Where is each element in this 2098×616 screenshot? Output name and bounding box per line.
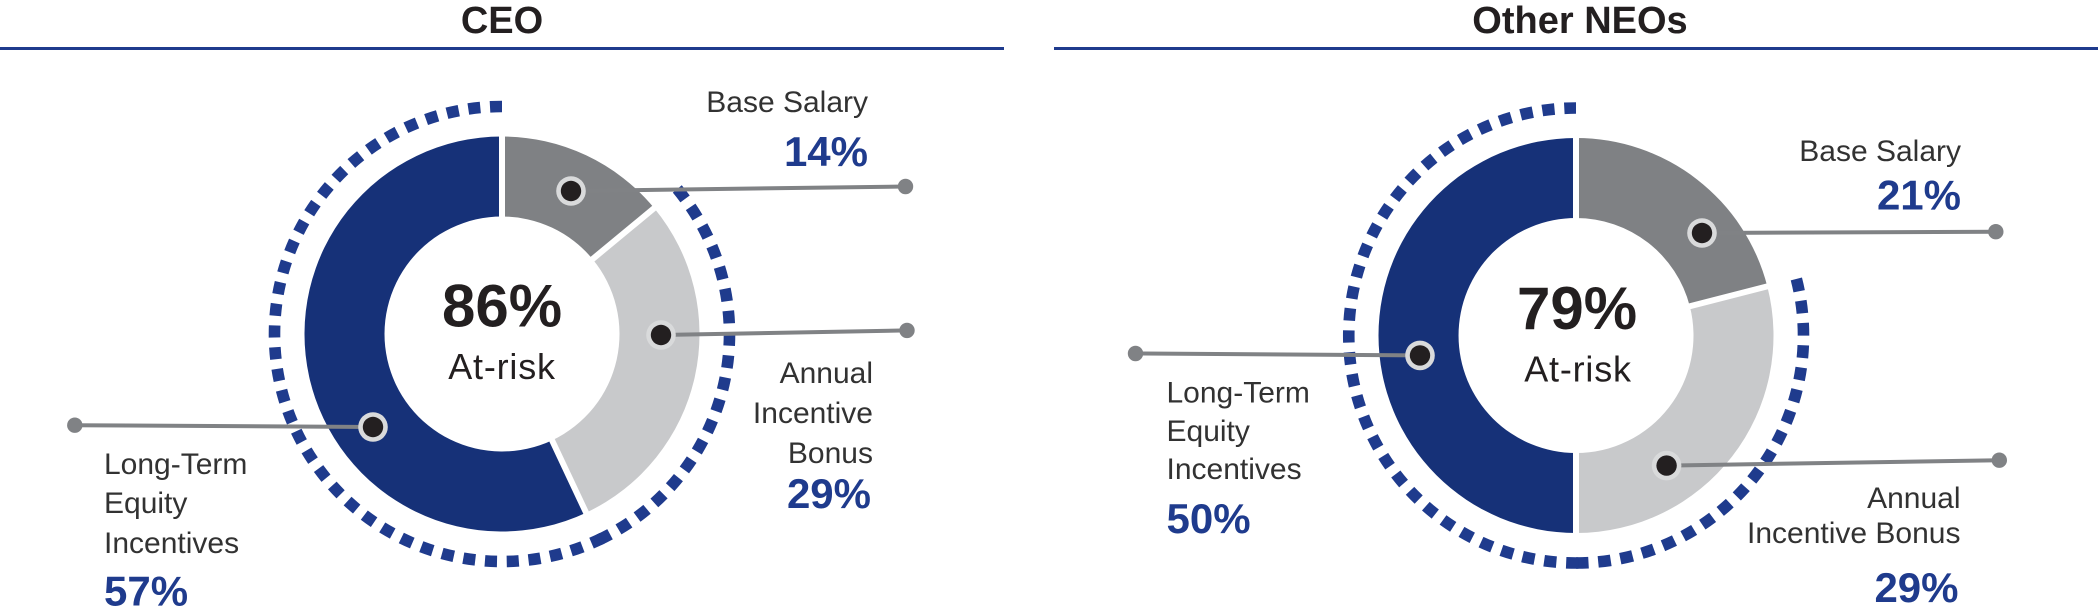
svg-text:Incentive: Incentive [753, 397, 873, 430]
svg-text:79%: 79% [1517, 275, 1637, 342]
svg-text:At-risk: At-risk [1524, 349, 1632, 390]
svg-text:29%: 29% [1874, 564, 1958, 611]
svg-text:Incentive Bonus: Incentive Bonus [1747, 517, 1960, 550]
svg-text:57%: 57% [104, 568, 188, 615]
svg-text:Base Salary: Base Salary [706, 86, 868, 119]
svg-text:14%: 14% [784, 128, 868, 175]
svg-text:Other NEOs: Other NEOs [1472, 0, 1687, 42]
svg-text:CEO: CEO [461, 0, 543, 42]
svg-text:21%: 21% [1877, 172, 1961, 219]
svg-text:Base Salary: Base Salary [1799, 135, 1961, 168]
svg-text:At-risk: At-risk [448, 346, 556, 387]
svg-text:Incentives: Incentives [1167, 453, 1302, 486]
svg-text:Bonus: Bonus [788, 437, 873, 470]
svg-text:86%: 86% [442, 273, 562, 340]
svg-text:Long-Term: Long-Term [1167, 376, 1310, 409]
svg-text:50%: 50% [1167, 495, 1251, 542]
svg-text:Long-Term: Long-Term [104, 448, 247, 481]
svg-text:Annual: Annual [1867, 482, 1960, 515]
svg-text:Annual: Annual [780, 357, 873, 390]
svg-text:Equity: Equity [1167, 415, 1250, 448]
svg-text:Equity: Equity [104, 487, 187, 520]
svg-text:29%: 29% [787, 470, 871, 517]
svg-text:Incentives: Incentives [104, 527, 239, 560]
